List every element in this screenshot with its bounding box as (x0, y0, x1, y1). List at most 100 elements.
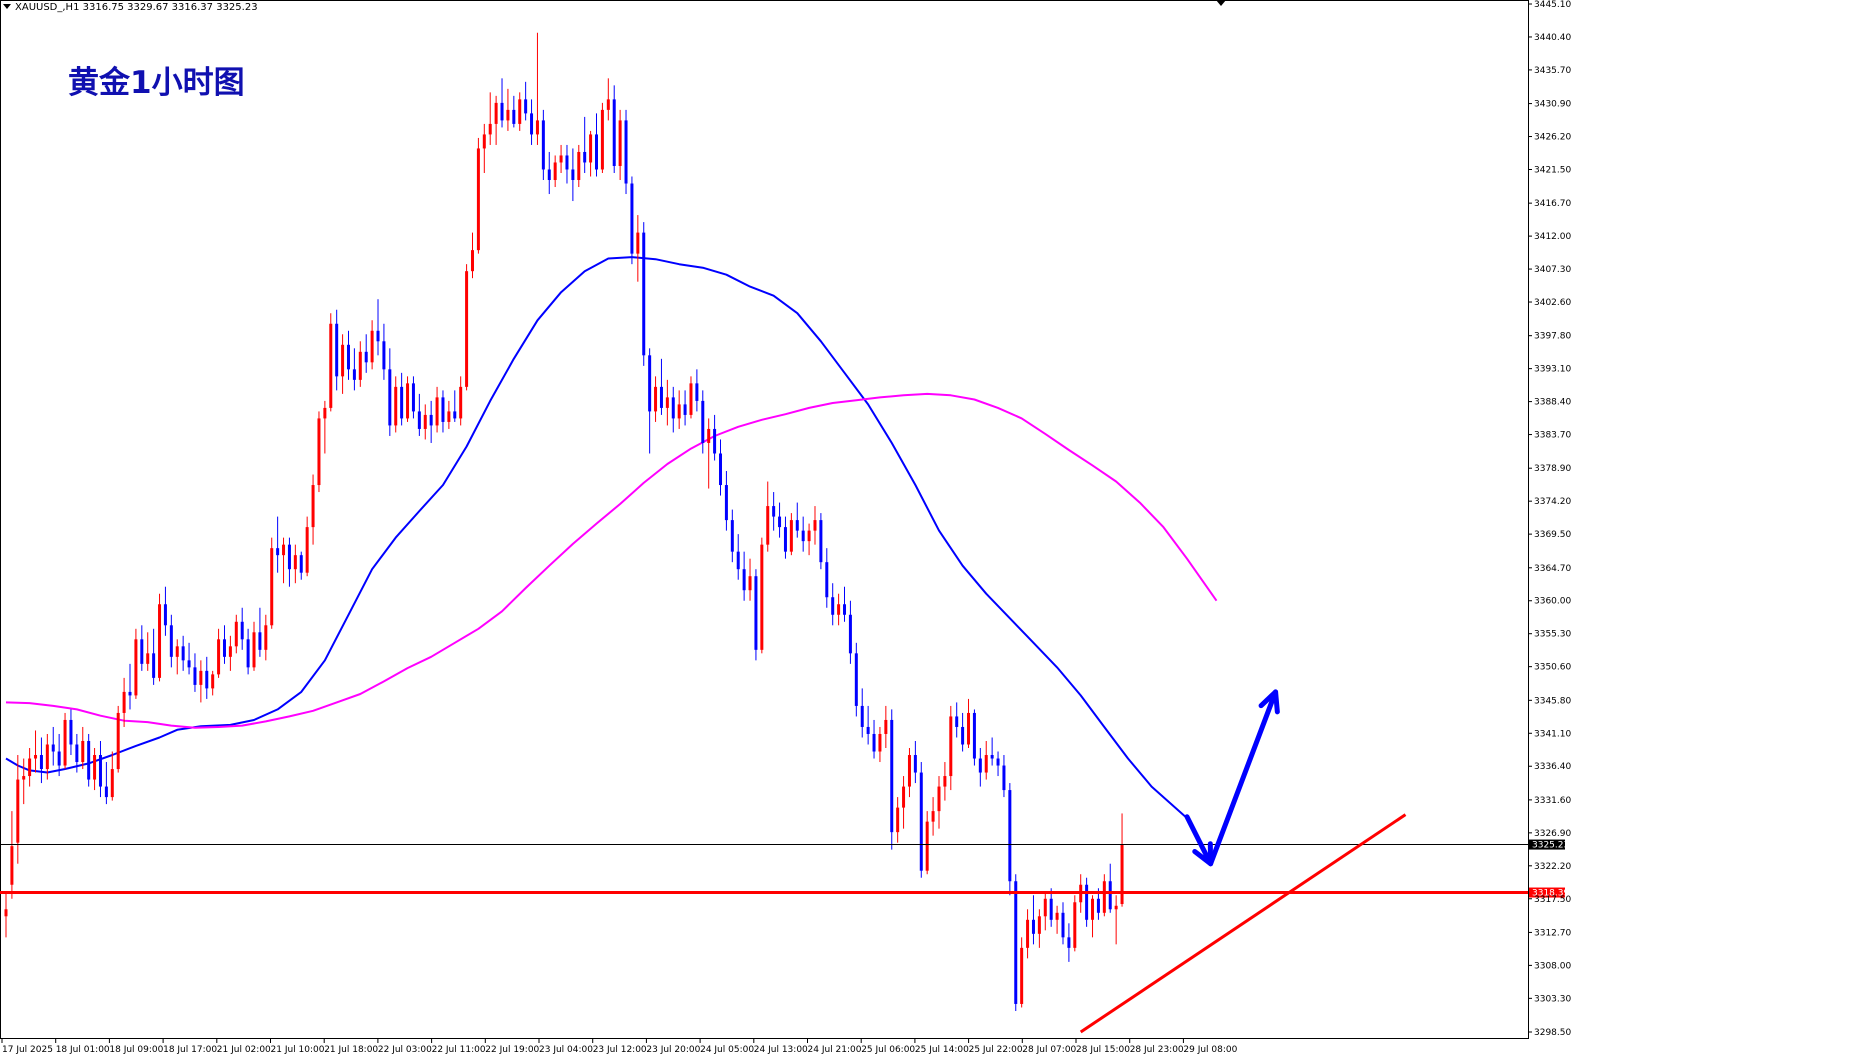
candle (695, 369, 699, 412)
candle-body (311, 485, 315, 528)
candle-body (1073, 902, 1077, 948)
candle (931, 797, 935, 836)
candle (465, 264, 469, 391)
candle (93, 748, 97, 791)
candle-body (98, 755, 102, 787)
candle-body (299, 555, 303, 573)
candle (470, 232, 474, 279)
candle (878, 726, 882, 763)
candle (896, 797, 900, 843)
candle-body (872, 733, 876, 752)
candle-body (423, 414, 427, 429)
candle-body (595, 134, 598, 170)
candle-body (488, 123, 492, 135)
candle-body (163, 604, 167, 626)
candle-body (943, 776, 947, 787)
candle (583, 116, 587, 173)
x-tick-label: 21 Jul 02:00 (217, 1045, 271, 1055)
candle-body (93, 755, 97, 780)
candle-body (1002, 765, 1006, 791)
candle-body (736, 551, 740, 570)
y-tick-label: 3369.50 (1534, 530, 1571, 540)
candle-body (984, 755, 988, 773)
candle (476, 137, 480, 254)
candle (848, 600, 852, 664)
candle (258, 607, 262, 657)
candle-body (110, 769, 114, 798)
candle (636, 215, 640, 282)
y-tick-label: 3412.00 (1534, 232, 1571, 242)
x-tick-label: 21 Jul 18:00 (324, 1045, 378, 1055)
forecast-arrow-shaft[interactable] (1184, 814, 1214, 867)
forecast-arrow-shaft[interactable] (1208, 689, 1279, 867)
candle (293, 544, 297, 584)
y-tick-label: 3341.10 (1534, 729, 1571, 739)
candle-body (831, 597, 835, 615)
x-tick-label: 18 Jul 17:00 (163, 1045, 217, 1055)
candle (352, 348, 356, 391)
candle (524, 81, 528, 121)
x-tick-label: 22 Jul 03:00 (378, 1045, 432, 1055)
candle-body (1091, 898, 1095, 920)
price-tag-label: 3325.23 (1532, 841, 1569, 851)
candle-body (583, 151, 587, 163)
candle-body (388, 369, 392, 426)
candle-body (63, 719, 67, 766)
y-tick-label: 3322.20 (1534, 862, 1571, 872)
candle (766, 481, 770, 552)
candle-body (1014, 881, 1018, 1004)
candle-body (760, 544, 764, 650)
candle-body (925, 821, 929, 871)
candle-body (1043, 898, 1047, 917)
y-tick-label: 3393.10 (1534, 365, 1571, 375)
candle-body (453, 411, 457, 419)
candle (1049, 888, 1053, 927)
candle (559, 144, 563, 173)
trend-line[interactable] (1079, 813, 1407, 1034)
candle-body (512, 109, 516, 124)
dropdown-arrow-icon[interactable] (3, 4, 11, 9)
candle-body (358, 351, 362, 380)
candle (305, 516, 309, 577)
forecast-arrow-head-icon (1258, 689, 1280, 715)
candle-body (719, 453, 723, 486)
candle-body (724, 485, 728, 521)
candle (535, 32, 539, 145)
candle-body (346, 344, 350, 370)
candle (246, 628, 250, 675)
y-tick-label: 3331.60 (1534, 796, 1571, 806)
candle-body (866, 726, 870, 734)
candle-body (665, 397, 669, 408)
x-tick-label: 18 Jul 01:00 (56, 1045, 110, 1055)
candle (907, 748, 911, 798)
y-tick-label: 3378.90 (1534, 464, 1571, 474)
candle-body (860, 705, 864, 727)
candle-body (571, 169, 575, 181)
candle (866, 705, 870, 745)
candle-body (907, 755, 911, 787)
candle-body (382, 341, 386, 370)
y-tick-label: 3326.90 (1534, 829, 1571, 839)
candle-body (429, 414, 433, 426)
candle (63, 712, 67, 770)
candle-body (913, 755, 917, 773)
y-tick-label: 3364.70 (1534, 564, 1571, 574)
y-tick-label: 3360.00 (1534, 597, 1571, 607)
y-tick-label: 3440.40 (1534, 33, 1571, 43)
candle-body (730, 520, 734, 552)
slow-moving-average-line (5, 392, 1218, 729)
candle (518, 92, 522, 131)
candle (276, 516, 280, 573)
candle (1008, 783, 1012, 896)
candle (175, 639, 179, 675)
candle (158, 593, 162, 682)
y-tick-label: 3303.30 (1534, 994, 1571, 1004)
candle-body (754, 576, 758, 650)
candle (234, 614, 238, 654)
candle-body (441, 397, 445, 422)
candle-body (264, 625, 268, 650)
candle (1026, 909, 1030, 959)
candle (630, 176, 634, 265)
candle (1073, 895, 1077, 952)
